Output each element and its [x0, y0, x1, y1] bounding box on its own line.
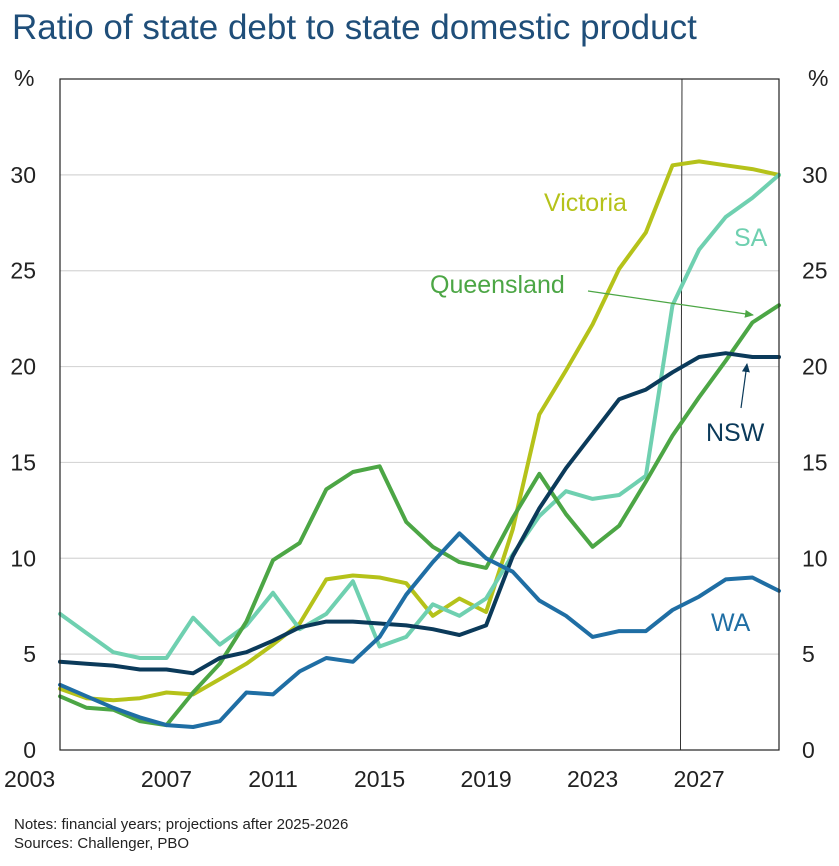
series-line-victoria [58, 159, 781, 703]
series-label-nsw: NSW [706, 419, 765, 447]
projection-divider [679, 78, 683, 751]
footnotes: Notes: financial years; projections afte… [14, 815, 348, 853]
y-unit-left: % [14, 65, 34, 91]
x-tick-label: 2011 [248, 766, 297, 792]
y-tick-label-right: 0 [802, 737, 815, 763]
y-tick-label-left: 10 [10, 545, 36, 571]
nsw-arrow [740, 363, 750, 409]
series-line-sa [58, 172, 781, 660]
series-lines [58, 159, 781, 729]
series-line-wa [58, 531, 781, 729]
x-tick-label: 2023 [567, 766, 618, 792]
y-tick-label-left: 5 [23, 641, 36, 667]
series-line-queensland [58, 303, 781, 728]
x-tick-label: 2027 [674, 766, 725, 792]
y-tick-label-right: 5 [802, 641, 815, 667]
chart-title: Ratio of state debt to state domestic pr… [12, 8, 697, 47]
notes-line: Notes: financial years; projections afte… [14, 816, 349, 833]
y-unit-right: % [808, 65, 828, 91]
axis-ticks: 0 0 5 5 10 10 15 15 20 20 25 25 30 30 2003 2007 2011 2015… [4, 162, 828, 792]
y-tick-label-left: 30 [10, 162, 36, 188]
x-tick-label: 2019 [460, 766, 511, 792]
y-tick-label-right: 15 [802, 449, 828, 475]
x-tick-label: 2003 [4, 766, 55, 792]
series-label-sa: SA [734, 224, 768, 252]
series-labels: Victoria SA Queensland NSW WA [430, 189, 768, 637]
series-label-wa: WA [711, 609, 751, 637]
y-tick-label-left: 0 [23, 737, 36, 763]
y-tick-label-right: 10 [802, 545, 828, 571]
series-line-nsw [58, 351, 781, 676]
sources-line: Sources: Challenger, PBO [14, 835, 190, 852]
y-tick-label-right: 20 [802, 354, 828, 380]
y-tick-label-right: 30 [802, 162, 828, 188]
line-chart: 0 0 5 5 10 10 15 15 20 20 25 25 30 30 2003 2007 2011 2015… [4, 65, 828, 792]
y-tick-label-left: 25 [10, 258, 36, 284]
series-label-queensland: Queensland [430, 271, 565, 299]
queensland-arrow [587, 290, 754, 318]
gridlines [60, 174, 779, 655]
x-tick-label: 2007 [141, 766, 192, 792]
x-tick-label: 2015 [354, 766, 405, 792]
series-label-victoria: Victoria [544, 189, 627, 217]
y-tick-label-right: 25 [802, 258, 828, 284]
plot-frame [59, 78, 780, 751]
y-tick-label-left: 20 [10, 354, 36, 380]
y-tick-label-left: 15 [10, 449, 36, 475]
